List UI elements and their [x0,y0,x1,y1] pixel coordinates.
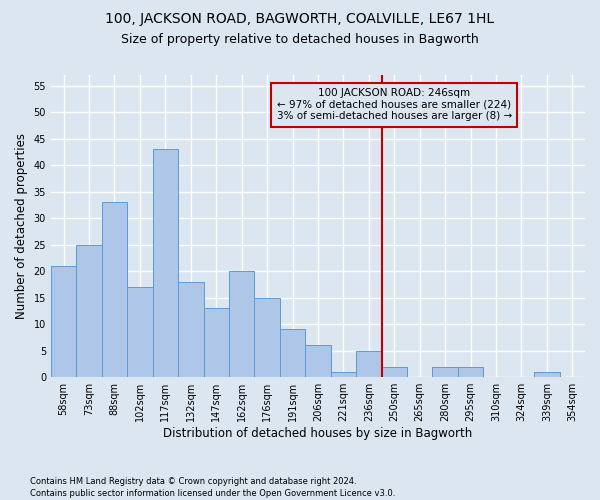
Bar [331,372,356,377]
Bar [203,308,229,377]
Bar [382,366,407,377]
Bar [280,330,305,377]
Text: Contains HM Land Registry data © Crown copyright and database right 2024.: Contains HM Land Registry data © Crown c… [30,478,356,486]
Bar [534,372,560,377]
Bar [254,298,280,377]
Text: 100 JACKSON ROAD: 246sqm
← 97% of detached houses are smaller (224)
3% of semi-d: 100 JACKSON ROAD: 246sqm ← 97% of detach… [277,88,512,122]
X-axis label: Distribution of detached houses by size in Bagworth: Distribution of detached houses by size … [163,427,473,440]
Bar [433,366,458,377]
Bar [178,282,203,377]
Bar [229,271,254,377]
Bar [305,346,331,377]
Y-axis label: Number of detached properties: Number of detached properties [15,133,28,319]
Text: Size of property relative to detached houses in Bagworth: Size of property relative to detached ho… [121,32,479,46]
Bar [102,202,127,377]
Bar [152,149,178,377]
Bar [127,287,152,377]
Bar [458,366,483,377]
Text: 100, JACKSON ROAD, BAGWORTH, COALVILLE, LE67 1HL: 100, JACKSON ROAD, BAGWORTH, COALVILLE, … [106,12,494,26]
Bar [76,244,102,377]
Bar [51,266,76,377]
Bar [356,350,382,377]
Text: Contains public sector information licensed under the Open Government Licence v3: Contains public sector information licen… [30,489,395,498]
